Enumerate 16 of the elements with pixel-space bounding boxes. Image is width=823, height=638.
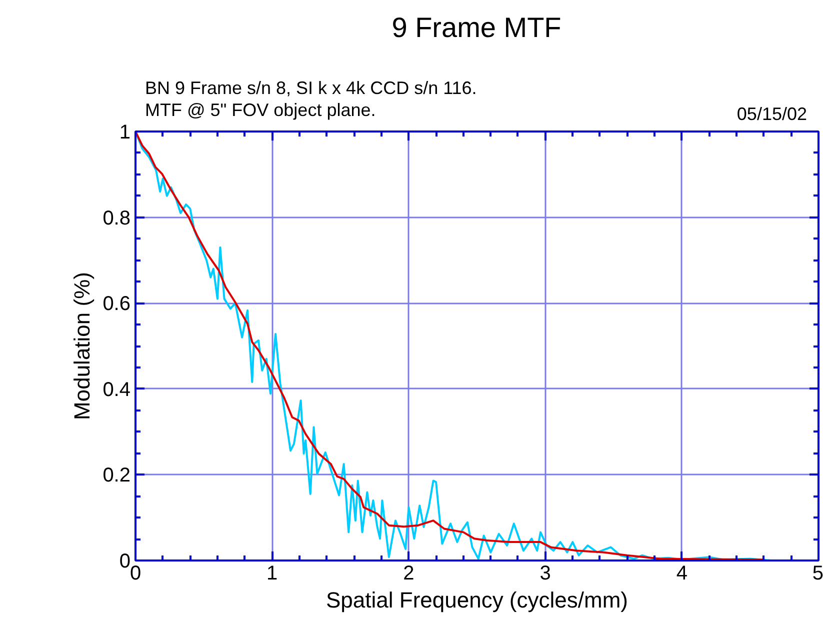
chart-title: 9 Frame MTF bbox=[390, 11, 562, 45]
y-tick-label: 1 bbox=[119, 122, 130, 144]
x-axis-title: Spatial Frequency (cycles/mm) bbox=[326, 588, 628, 612]
y-tick-label: 0.4 bbox=[102, 378, 131, 401]
x-tick-label: 4 bbox=[676, 562, 688, 584]
x-tick-label: 1 bbox=[266, 562, 278, 584]
text: BN 9 Frame s/n 8, SI k x 4k CCD s/n 116. bbox=[145, 77, 477, 100]
text: 05/15/02 bbox=[736, 103, 807, 126]
x-tick-label: 2 bbox=[403, 562, 414, 584]
text: MTF @ 5" FOV object plane. bbox=[145, 99, 376, 122]
x-tick-label: 5 bbox=[812, 562, 823, 584]
y-tick-label: 0.8 bbox=[102, 207, 131, 230]
y-axis-title: Modulation (%) bbox=[70, 272, 95, 420]
x-tick-label: 3 bbox=[540, 562, 551, 584]
y-tick-label: 0.6 bbox=[102, 293, 131, 316]
y-tick-label: 0.2 bbox=[102, 464, 131, 487]
